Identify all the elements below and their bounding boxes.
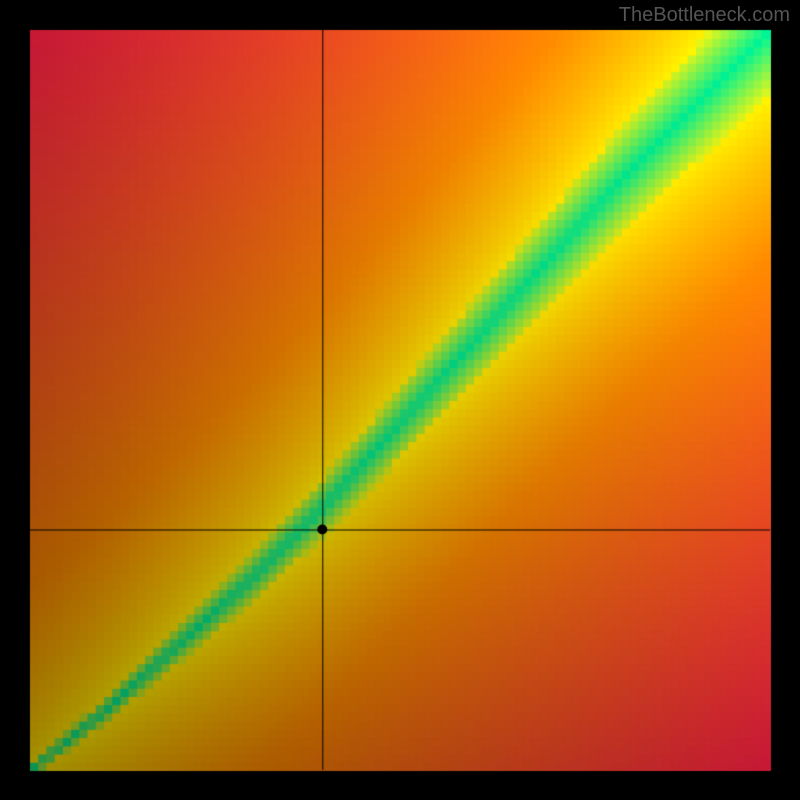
watermark-text: TheBottleneck.com [619,4,790,27]
bottleneck-heatmap [0,0,800,800]
chart-container: TheBottleneck.com [0,0,800,800]
